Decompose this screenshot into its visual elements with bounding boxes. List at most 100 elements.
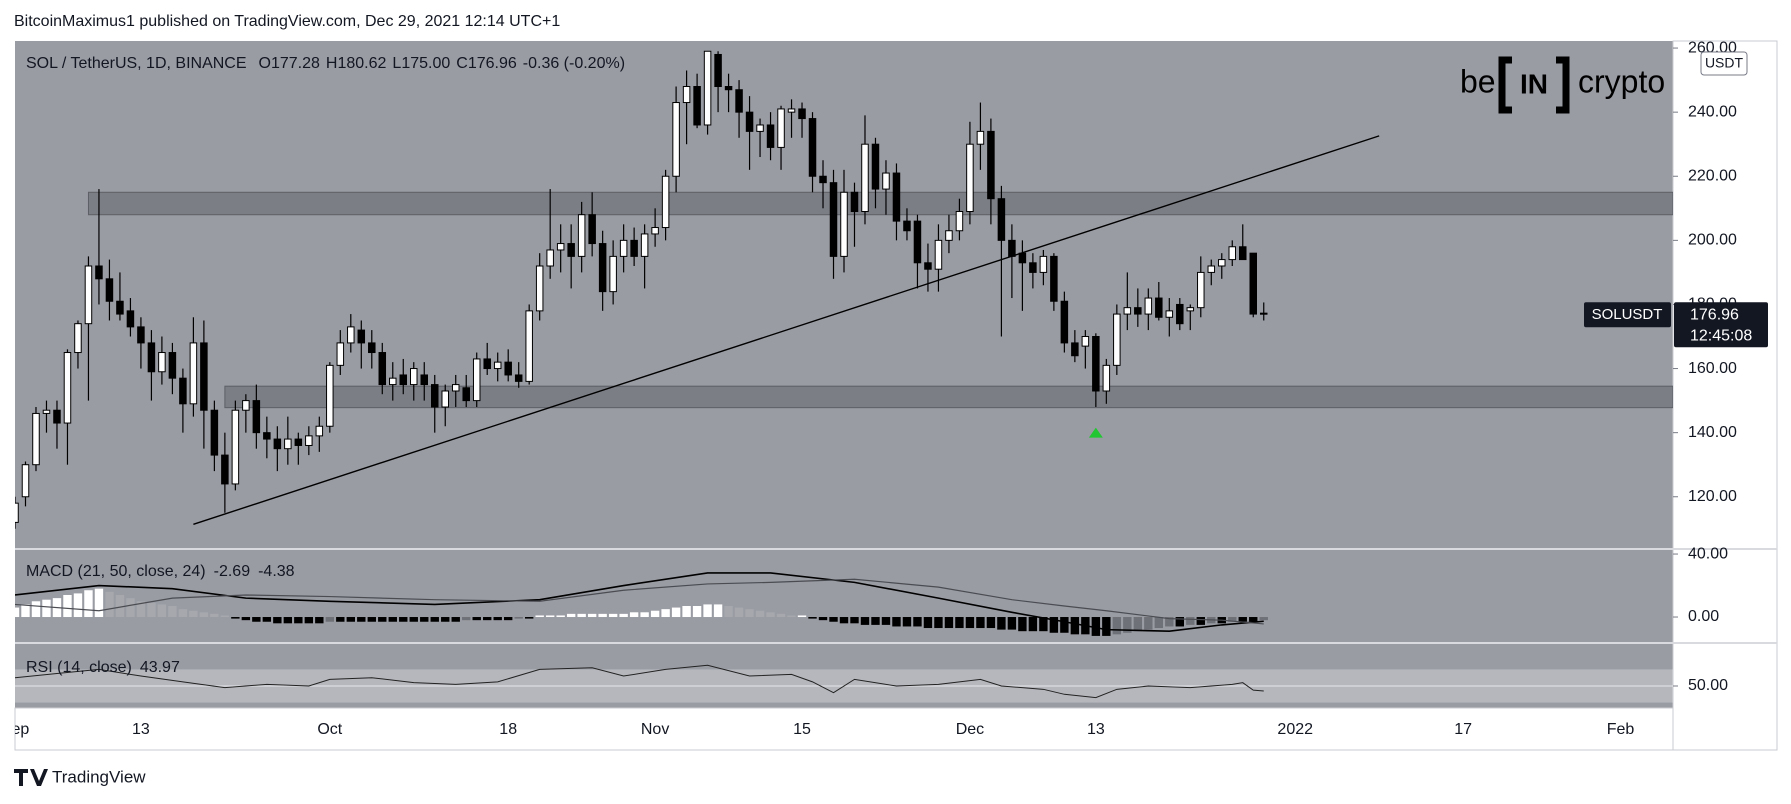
indicator-title: MACD (21, 50, close, 24): [26, 563, 206, 580]
histogram-bar: [115, 594, 125, 618]
candle-body: [420, 374, 429, 386]
candle-body: [1039, 255, 1048, 273]
candle-body: [966, 143, 974, 213]
candle-body: [168, 352, 177, 379]
candle-body: [997, 198, 1006, 241]
histogram-bar: [818, 617, 828, 621]
candle-body: [945, 230, 953, 241]
x-tick-label: 17: [1454, 721, 1472, 738]
x-tick-label: 2022: [1277, 721, 1313, 738]
candle-body: [1165, 310, 1174, 318]
candle-body: [273, 438, 282, 450]
histogram-bar: [63, 594, 72, 618]
symbol-tag: SOLUSDT: [1592, 306, 1663, 323]
histogram-bar: [524, 617, 534, 619]
candle-body: [724, 86, 733, 91]
histogram-bar: [640, 612, 649, 618]
last-price-box: [1674, 302, 1768, 348]
histogram-bar: [997, 617, 1006, 630]
histogram-bar: [808, 617, 817, 619]
histogram-bar: [357, 617, 366, 622]
histogram-bar: [1070, 617, 1080, 635]
histogram-bar: [283, 617, 293, 624]
x-tick-label: 13: [132, 721, 150, 738]
candle-body: [389, 377, 397, 386]
candle-body: [462, 387, 470, 402]
candle-body: [368, 342, 376, 354]
candle-body: [714, 53, 722, 88]
histogram-bar: [1186, 617, 1195, 625]
histogram-bar: [1039, 617, 1048, 632]
histogram-bar: [619, 613, 628, 618]
candle-body: [1134, 307, 1142, 315]
histogram-bar: [986, 617, 996, 629]
legend-field-value: 176.96: [468, 55, 517, 72]
histogram-bar: [881, 617, 891, 625]
tradingview-logo: [14, 769, 48, 786]
candle-body: [630, 239, 638, 257]
histogram-bar: [136, 601, 146, 618]
histogram-bar: [976, 617, 985, 629]
currency: USDT: [1705, 55, 1744, 71]
histogram-bar: [262, 617, 272, 622]
candle-body: [955, 211, 964, 232]
histogram-bar: [766, 612, 775, 618]
candle-body: [1155, 297, 1163, 318]
histogram-bar: [94, 588, 104, 618]
histogram-bar: [42, 599, 51, 618]
histogram-bar: [965, 617, 975, 629]
candle-body: [735, 89, 743, 113]
histogram-bar: [483, 617, 492, 621]
histogram-bar: [399, 617, 408, 622]
candle-body: [231, 409, 240, 485]
histogram-bar: [724, 605, 733, 618]
candle-body: [829, 182, 838, 257]
histogram-bar: [682, 605, 691, 618]
histogram-bar: [1175, 617, 1184, 627]
time-axis-labels: Sep 13 Oct 18 Nov 15 Dec 13 2022 17 Feb: [15, 721, 1634, 738]
candle-body: [42, 409, 51, 414]
candle-body: [451, 384, 460, 392]
candle-body: [1092, 336, 1100, 392]
x-tick-label: 18: [499, 721, 517, 738]
histogram-bar: [21, 604, 30, 618]
histogram-bar: [1133, 617, 1143, 632]
candle-body: [567, 243, 575, 257]
histogram-bar: [776, 613, 786, 618]
candle-body: [410, 368, 418, 386]
histogram-bar: [241, 617, 251, 621]
histogram-bar: [231, 617, 240, 619]
candle-body: [1197, 271, 1205, 309]
histogram-bar: [713, 604, 723, 618]
histogram-bar: [346, 617, 355, 622]
candle-body: [21, 464, 30, 498]
y-tick-label: 40.00: [1688, 545, 1728, 562]
candle-body: [1249, 252, 1258, 315]
trendline: [193, 135, 1380, 525]
candle-body: [294, 438, 303, 446]
candle-body: [1218, 259, 1226, 267]
candle-body: [53, 409, 61, 424]
histogram-bar: [587, 613, 597, 618]
last-price: 176.96: [1690, 306, 1739, 323]
histogram-bar: [126, 598, 135, 618]
histogram-bar: [378, 617, 387, 622]
histogram-bar: [189, 610, 198, 618]
histogram-bar: [923, 617, 933, 629]
histogram-bar: [944, 617, 954, 629]
overlay: 120.00140.00160.00180.00200.00220.00240.…: [26, 39, 1768, 694]
histogram-bar: [755, 610, 765, 618]
histogram-bar: [1165, 617, 1174, 627]
histogram-bar: [913, 617, 922, 627]
symbol-tag-box: [1584, 302, 1671, 328]
y-tick-label: 0.00: [1688, 608, 1719, 625]
histogram-bar: [336, 617, 345, 622]
candle-body: [745, 111, 754, 132]
histogram-bar: [829, 617, 838, 622]
histogram-bar: [1144, 617, 1153, 630]
candle-body: [1071, 342, 1079, 357]
candle-body: [787, 108, 796, 113]
zone: [224, 385, 1673, 409]
time-axis: [14, 707, 1674, 751]
